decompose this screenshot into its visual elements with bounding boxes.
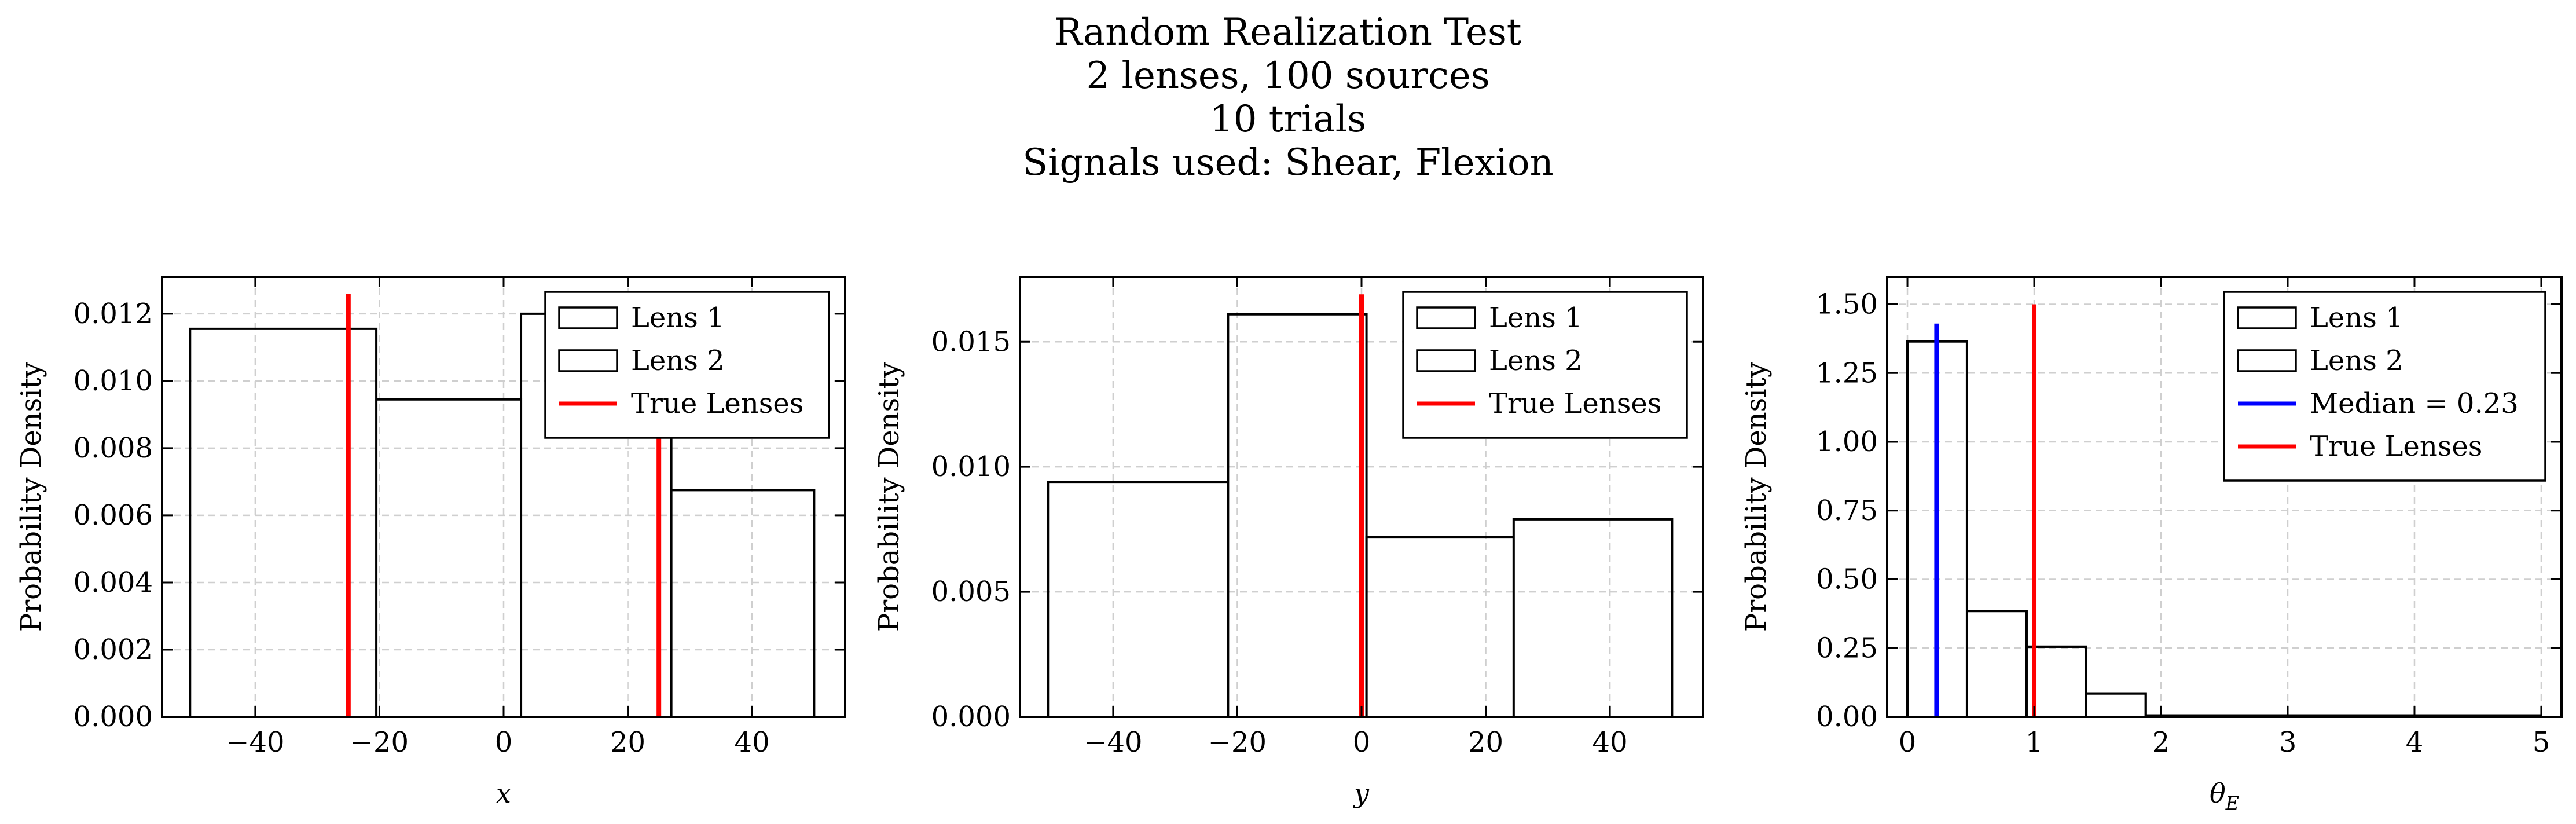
chart-panel-1: −40 −20 0 20 40 0.000 0.002 0.004 0.006 0.008 0.01… xyxy=(15,276,846,809)
histogram-lens-1 xyxy=(189,327,523,717)
y-tick-label: 0.008 xyxy=(74,432,153,464)
legend-swatch-box xyxy=(1416,349,1476,372)
x-axis-label: θE xyxy=(2210,778,2239,814)
x-tick-label: 1 xyxy=(2025,726,2043,759)
x-tick-label: −40 xyxy=(226,726,284,759)
histogram-lens-2 xyxy=(1365,518,1674,717)
legend-swatch-box xyxy=(558,306,618,329)
x-tick-label: −20 xyxy=(1208,726,1267,759)
x-tick-label: −40 xyxy=(1084,726,1142,759)
y-tick-label: 0.50 xyxy=(1816,563,1878,596)
legend-label: Lens 1 xyxy=(2310,302,2403,334)
x-tick-label: 0 xyxy=(1353,726,1371,759)
y-tick-label: 0.015 xyxy=(931,325,1011,358)
y-tick-label: 1.00 xyxy=(1816,426,1878,458)
legend-label: True Lenses xyxy=(631,387,803,420)
y-tick-label: 0.00 xyxy=(1816,701,1878,733)
legend-label: True Lenses xyxy=(1489,387,1661,420)
legend: Lens 1 Lens 2 True Lenses xyxy=(544,291,830,439)
legend-label: Lens 2 xyxy=(631,345,725,377)
legend: Lens 1 Lens 2 True Lenses xyxy=(1402,291,1688,439)
axes-frame xyxy=(1886,276,2563,718)
y-tick-label: 0.002 xyxy=(74,633,153,666)
y-tick-label: 0.000 xyxy=(931,701,1011,733)
legend: Lens 1 Lens 2 Median = 0.23 True Lenses xyxy=(2223,291,2546,482)
x-tick-label: 5 xyxy=(2533,726,2551,759)
x-tick-label: 40 xyxy=(735,726,770,759)
legend-frame xyxy=(2223,291,2546,482)
y-tick-label: 0.005 xyxy=(931,576,1011,608)
legend-label: Median = 0.23 xyxy=(2310,387,2519,420)
title-line-2: 2 lenses, 100 sources xyxy=(1086,54,1489,97)
legend-label: Lens 1 xyxy=(631,302,725,334)
x-tick-label: 2 xyxy=(2152,726,2170,759)
y-tick-label: 0.004 xyxy=(74,566,153,599)
x-axis-label-subscript: E xyxy=(2225,792,2239,814)
x-axis-label: y xyxy=(1353,778,1370,809)
legend-swatch-box xyxy=(2237,306,2297,329)
title-line-1: Random Realization Test xyxy=(1054,11,1521,54)
legend-label: Lens 1 xyxy=(1489,302,1583,334)
y-tick-label: 0.000 xyxy=(74,701,153,733)
legend-label: Lens 2 xyxy=(1489,345,1583,377)
legend-swatch-box xyxy=(2237,349,2297,372)
title-line-4: Signals used: Shear, Flexion xyxy=(1022,141,1554,184)
x-tick-label: −20 xyxy=(350,726,409,759)
x-tick-label: 20 xyxy=(1468,726,1503,759)
chart-panel-2: −40 −20 0 20 40 0.000 0.005 0.010 0.015 Probabili… xyxy=(873,276,1704,809)
y-tick-label: 0.006 xyxy=(74,499,153,532)
figure-title: Random Realization Test 2 lenses, 100 so… xyxy=(1022,11,1554,184)
y-axis-label: Probability Density xyxy=(873,362,905,632)
y-axis-label: Probability Density xyxy=(1740,362,1773,632)
y-tick-label: 0.75 xyxy=(1816,495,1878,527)
legend-label: Lens 2 xyxy=(2310,345,2403,377)
title-line-3: 10 trials xyxy=(1210,98,1366,141)
y-tick-label: 0.25 xyxy=(1816,632,1878,664)
y-tick-label: 0.010 xyxy=(74,365,153,397)
legend-frame xyxy=(544,291,830,439)
x-tick-label: 4 xyxy=(2406,726,2424,759)
legend-swatch-box xyxy=(558,349,618,372)
x-axis-label: x xyxy=(496,778,511,809)
x-axis-label-main: θ xyxy=(2210,778,2226,809)
legend-frame xyxy=(1402,291,1688,439)
x-tick-label: 40 xyxy=(1592,726,1628,759)
histogram-lens-1 xyxy=(1047,313,1368,717)
x-tick-label: 0 xyxy=(1899,726,1917,759)
x-tick-label: 3 xyxy=(2279,726,2297,759)
x-tick-label: 20 xyxy=(610,726,645,759)
y-tick-label: 0.010 xyxy=(931,451,1011,483)
y-tick-label: 1.50 xyxy=(1816,288,1878,321)
y-tick-label: 1.25 xyxy=(1816,357,1878,389)
legend-swatch-box xyxy=(1416,306,1476,329)
y-axis-label: Probability Density xyxy=(15,362,47,632)
y-tick-label: 0.012 xyxy=(74,298,153,330)
x-tick-label: 0 xyxy=(495,726,513,759)
chart-panel-3: 0 1 2 3 4 5 0.00 0.25 0.50 0.75 1.00 1.25 1.50 Probab… xyxy=(1740,276,2563,814)
legend-label: True Lenses xyxy=(2310,430,2482,463)
